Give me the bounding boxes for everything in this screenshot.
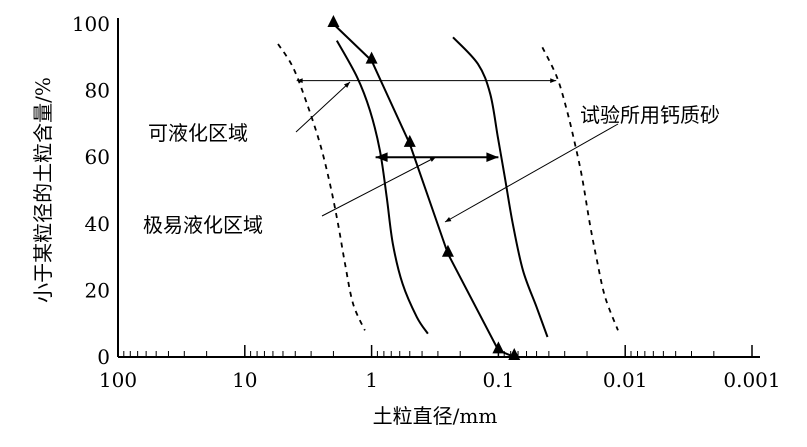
data-point-triangle [403, 134, 416, 147]
y-axis-label: 小于某粒径的土粒含量/% [31, 77, 55, 303]
data-point-triangle [327, 15, 340, 27]
leader-highly-liquefiable [321, 156, 437, 217]
data-point-triangle [365, 51, 378, 64]
series-line-0 [277, 43, 366, 331]
y-tick-label: 0 [97, 345, 110, 369]
leader-liquefiable [295, 81, 351, 133]
annotation-liquefiable: 可液化区域 [148, 121, 248, 145]
data-point-triangle [492, 341, 505, 354]
y-tick-label: 80 [85, 79, 110, 103]
axes: 100 10 1 0.1 0.01 0.001 0 20 40 60 80 100 [72, 12, 781, 392]
range-arrows [296, 78, 557, 162]
series-group [277, 15, 619, 360]
series-line-1 [335, 40, 429, 335]
data-point-triangle [508, 348, 521, 360]
x-axis-label: 土粒直径/mm [373, 404, 498, 428]
y-tick-label: 40 [85, 212, 110, 236]
x-tick-label: 100 [99, 368, 137, 392]
y-tick-label: 60 [85, 145, 110, 169]
annotation-highly-liquefiable: 极易液化区域 [143, 213, 263, 237]
y-tick-label: 100 [72, 12, 110, 36]
leader-test-sand [444, 123, 619, 223]
y-tick-label: 20 [85, 278, 110, 302]
data-point-triangle [441, 244, 454, 257]
series-line-2 [332, 23, 515, 358]
series-line-3 [452, 36, 549, 338]
series-line-4 [541, 46, 619, 331]
x-tick-label: 0.001 [723, 368, 780, 392]
x-tick-label: 10 [232, 368, 257, 392]
annotation-test-sand: 试验所用钙质砂 [580, 103, 720, 127]
x-tick-label: 0.1 [482, 368, 514, 392]
x-tick-label: 1 [365, 368, 378, 392]
x-tick-label: 0.01 [603, 368, 648, 392]
